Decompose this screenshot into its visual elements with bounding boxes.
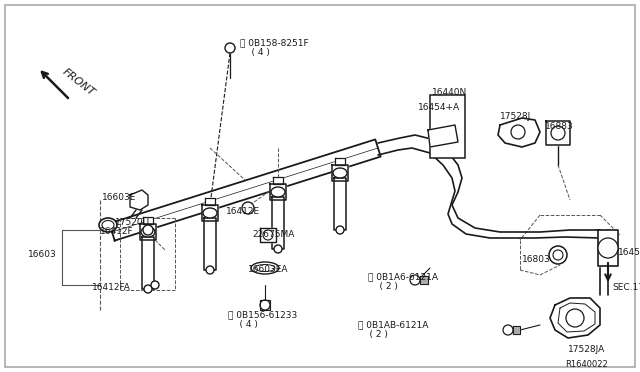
Text: 16454+A: 16454+A (418, 103, 460, 112)
Text: SEC.173: SEC.173 (612, 283, 640, 292)
Polygon shape (334, 178, 346, 230)
Circle shape (151, 281, 159, 289)
Text: Ⓑ 0B156-61233
    ( 4 ): Ⓑ 0B156-61233 ( 4 ) (228, 310, 297, 329)
Polygon shape (550, 298, 600, 338)
Text: FRONT: FRONT (60, 66, 96, 97)
Circle shape (511, 125, 525, 139)
Circle shape (549, 246, 567, 264)
Text: 16412FA: 16412FA (92, 283, 131, 292)
Text: Ⓑ 0B1AB-6121A
    ( 2 ): Ⓑ 0B1AB-6121A ( 2 ) (358, 320, 428, 339)
Text: Ⓑ 0B1A6-6121A
    ( 2 ): Ⓑ 0B1A6-6121A ( 2 ) (368, 272, 438, 291)
Polygon shape (143, 217, 153, 224)
Ellipse shape (141, 227, 155, 237)
Text: 17528J: 17528J (500, 112, 531, 121)
Polygon shape (260, 228, 276, 242)
Ellipse shape (203, 208, 217, 218)
Text: 16603E: 16603E (102, 193, 136, 202)
Ellipse shape (102, 221, 114, 230)
Polygon shape (130, 190, 148, 210)
Text: R1640022: R1640022 (565, 360, 608, 369)
Polygon shape (109, 140, 381, 241)
Text: 22675MA: 22675MA (252, 230, 294, 239)
Polygon shape (273, 177, 283, 184)
Polygon shape (205, 198, 215, 205)
Polygon shape (270, 184, 286, 200)
Text: 16603EA: 16603EA (248, 265, 289, 274)
Bar (430, 95, 465, 158)
Polygon shape (140, 224, 156, 240)
Circle shape (566, 309, 584, 327)
Circle shape (225, 43, 235, 53)
Polygon shape (335, 158, 345, 165)
Text: 16883: 16883 (545, 122, 573, 131)
Text: Ⓑ 0B158-8251F
    ( 4 ): Ⓑ 0B158-8251F ( 4 ) (240, 38, 308, 57)
Text: 17520U: 17520U (115, 218, 150, 227)
Circle shape (263, 230, 273, 240)
Ellipse shape (99, 218, 117, 232)
Text: 16603: 16603 (28, 250, 57, 259)
Circle shape (598, 238, 618, 258)
Circle shape (260, 300, 270, 310)
Circle shape (206, 266, 214, 274)
Circle shape (143, 225, 153, 235)
Circle shape (503, 325, 513, 335)
Text: 17528JA: 17528JA (568, 345, 605, 354)
Circle shape (553, 250, 563, 260)
Polygon shape (513, 326, 520, 334)
Polygon shape (428, 125, 458, 147)
Polygon shape (598, 230, 618, 266)
Polygon shape (272, 197, 284, 249)
Polygon shape (332, 165, 348, 181)
Polygon shape (420, 276, 428, 284)
Polygon shape (204, 218, 216, 270)
Circle shape (410, 275, 420, 285)
Ellipse shape (271, 187, 285, 197)
Ellipse shape (255, 264, 275, 272)
Circle shape (274, 245, 282, 253)
Text: 16803: 16803 (522, 255, 551, 264)
Text: 16412E: 16412E (226, 207, 260, 216)
Circle shape (551, 126, 565, 140)
Circle shape (242, 202, 254, 214)
Ellipse shape (333, 168, 347, 178)
Ellipse shape (251, 262, 279, 274)
Polygon shape (202, 205, 218, 221)
Polygon shape (546, 121, 570, 145)
Polygon shape (498, 118, 540, 147)
Text: 16454: 16454 (618, 248, 640, 257)
Text: 16412F: 16412F (100, 227, 134, 236)
Text: 16440N: 16440N (432, 88, 467, 97)
Polygon shape (260, 300, 270, 310)
Circle shape (144, 285, 152, 293)
Circle shape (336, 226, 344, 234)
Polygon shape (142, 237, 154, 289)
